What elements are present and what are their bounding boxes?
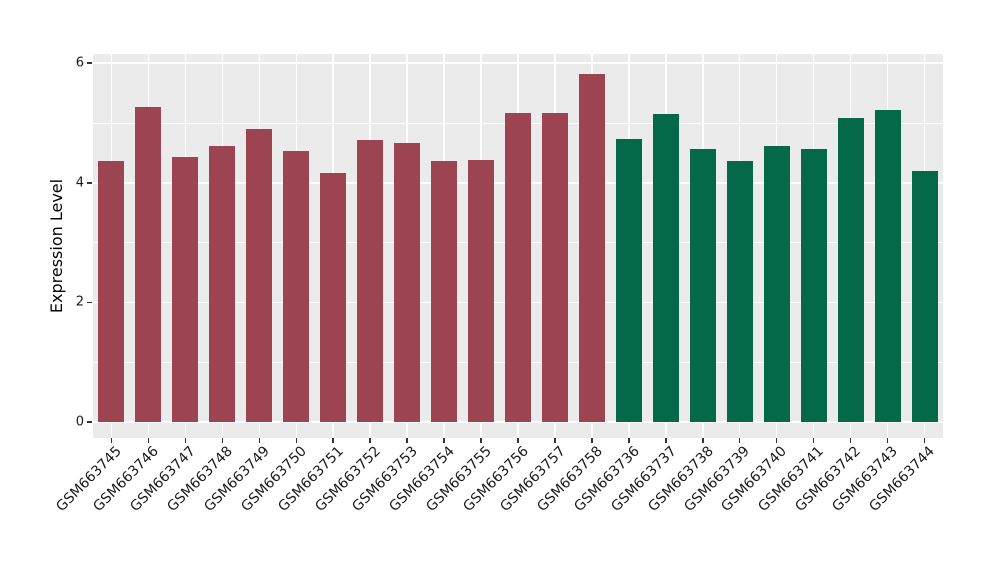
x-tick-mark — [517, 438, 519, 443]
bar — [689, 148, 716, 422]
bar — [837, 118, 864, 422]
y-tick-label: 0 — [75, 414, 84, 430]
bar — [726, 160, 753, 422]
y-tick-label: 4 — [75, 175, 84, 191]
bar — [578, 73, 605, 422]
x-tick-mark — [775, 438, 778, 443]
bar — [911, 170, 938, 422]
bar — [246, 128, 273, 422]
x-tick-mark — [554, 438, 556, 443]
major-gridline — [93, 62, 943, 65]
x-tick-mark — [702, 438, 704, 443]
bar — [320, 172, 347, 422]
x-tick-mark — [406, 438, 408, 443]
x-tick-mark — [184, 438, 187, 443]
x-tick-mark — [295, 438, 297, 443]
y-tick-label: 2 — [75, 294, 84, 310]
x-tick-mark — [738, 438, 741, 443]
x-tick-mark — [332, 438, 334, 443]
bar — [652, 114, 679, 422]
x-tick-mark — [480, 438, 482, 443]
y-tick-mark — [87, 421, 92, 423]
y-tick-label: 6 — [75, 55, 84, 71]
bar — [98, 160, 125, 422]
x-tick-mark — [628, 438, 630, 443]
bar — [505, 112, 531, 422]
x-tick-mark — [221, 438, 224, 443]
bar — [172, 157, 199, 422]
bar — [209, 146, 236, 422]
plot-panel — [93, 54, 943, 438]
bar — [800, 149, 827, 422]
x-tick-mark — [886, 438, 889, 443]
x-tick-mark — [369, 438, 371, 443]
x-tick-mark — [923, 438, 926, 443]
x-tick-mark — [665, 438, 667, 443]
y-tick-mark — [87, 182, 92, 184]
bar — [874, 109, 901, 422]
bar — [357, 139, 384, 422]
x-tick-mark — [443, 438, 445, 443]
x-tick-mark — [147, 438, 150, 443]
bar — [394, 142, 421, 422]
y-tick-mark — [87, 301, 92, 304]
bar — [468, 160, 495, 422]
bar — [283, 151, 310, 422]
y-axis-title: Expression Level — [47, 178, 66, 314]
major-gridline — [93, 421, 943, 423]
x-tick-mark — [591, 438, 593, 443]
bar — [541, 113, 568, 422]
y-tick-mark — [87, 62, 92, 64]
bar — [135, 107, 162, 422]
x-tick-mark — [849, 438, 852, 443]
bar — [615, 138, 642, 422]
x-tick-mark — [110, 438, 113, 443]
bar — [763, 146, 790, 422]
x-tick-mark — [812, 438, 815, 443]
bar — [431, 160, 458, 422]
x-tick-mark — [258, 438, 261, 443]
